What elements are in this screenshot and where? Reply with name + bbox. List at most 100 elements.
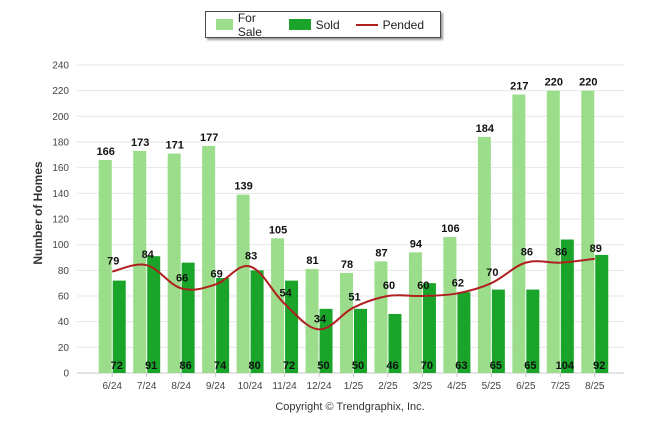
bar-for-sale: [133, 150, 147, 373]
legend-swatch-pended: [355, 23, 378, 26]
y-tick-label: 200: [52, 112, 69, 123]
data-label-pended: 66: [176, 272, 188, 284]
bar-for-sale: [374, 261, 388, 373]
bar-sold: [112, 280, 126, 373]
data-label-for-sale: 106: [441, 223, 459, 235]
y-tick-label: 100: [52, 240, 69, 251]
legend-swatch-for-sale: [216, 19, 233, 30]
bar-for-sale: [236, 194, 250, 373]
x-tick-label: 8/24: [171, 381, 191, 392]
bar-sold: [147, 256, 161, 373]
x-tick-label: 3/25: [413, 381, 433, 392]
bar-sold: [354, 308, 367, 373]
data-label-pended: 79: [107, 256, 119, 268]
data-label-sold: 91: [145, 360, 157, 372]
data-label-for-sale: 220: [579, 77, 597, 89]
bar-sold: [526, 289, 540, 373]
data-label-sold: 104: [556, 360, 575, 372]
data-label-pended: 86: [555, 247, 567, 259]
bar-sold: [422, 283, 436, 373]
bar-sold: [250, 270, 264, 373]
x-tick-label: 4/25: [447, 381, 467, 392]
copyright-footer: Copyright © Trendgraphix, Inc.: [275, 401, 425, 413]
y-tick-label: 120: [52, 215, 69, 226]
data-label-pended: 89: [590, 243, 602, 255]
x-tick-label: 9/24: [206, 381, 226, 392]
legend-item-sold: Sold: [288, 17, 340, 32]
data-label-pended: 70: [486, 267, 498, 279]
data-label-for-sale: 81: [306, 255, 318, 267]
x-tick-label: 6/25: [516, 381, 536, 392]
bar-sold: [457, 292, 471, 373]
bar-for-sale: [443, 236, 457, 373]
data-label-for-sale: 177: [200, 132, 218, 144]
legend-label-for-sale: For Sale: [237, 10, 262, 39]
y-tick-label: 80: [58, 266, 70, 277]
x-tick-label: 11/24: [272, 381, 297, 392]
y-tick-label: 40: [58, 317, 70, 328]
data-label-sold: 46: [386, 360, 398, 372]
bar-sold: [595, 254, 609, 373]
data-label-sold: 63: [455, 360, 467, 372]
data-label-for-sale: 139: [234, 181, 252, 193]
data-label-sold: 50: [352, 360, 364, 372]
data-label-sold: 72: [111, 360, 123, 372]
data-label-for-sale: 220: [545, 77, 563, 89]
bar-for-sale: [581, 90, 595, 374]
bar-sold: [285, 280, 299, 373]
bar-for-sale: [477, 136, 491, 373]
y-tick-label: 160: [52, 163, 69, 174]
bar-for-sale: [546, 90, 560, 374]
data-label-pended: 86: [521, 247, 533, 259]
line-pended: [111, 257, 595, 331]
y-tick-label: 0: [63, 369, 69, 380]
data-label-pended: 34: [314, 313, 327, 325]
bar-sold: [560, 239, 574, 373]
x-tick-label: 7/24: [137, 381, 157, 392]
x-tick-label: 8/25: [585, 381, 605, 392]
x-tick-label: 6/24: [102, 381, 122, 392]
y-tick-label: 180: [52, 138, 69, 149]
data-label-pended: 54: [279, 288, 292, 300]
data-label-for-sale: 171: [165, 140, 183, 152]
data-label-sold: 72: [283, 360, 295, 372]
data-label-pended: 51: [348, 292, 360, 304]
data-label-for-sale: 94: [410, 238, 423, 250]
y-axis-label: Number of Homes: [31, 161, 45, 265]
legend: For Sale Sold Pended: [205, 11, 441, 39]
data-label-for-sale: 105: [269, 224, 287, 236]
bar-sold: [388, 313, 402, 373]
x-tick-label: 7/25: [551, 381, 571, 392]
data-label-sold: 65: [490, 360, 502, 372]
bar-for-sale: [271, 238, 285, 373]
legend-item-pended: Pended: [355, 17, 424, 32]
data-label-sold: 50: [317, 360, 329, 372]
y-tick-label: 60: [58, 292, 70, 303]
bar-for-sale: [202, 145, 216, 373]
data-label-pended: 69: [211, 268, 223, 280]
legend-item-for-sale: For Sale: [216, 11, 273, 39]
bar-sold: [319, 308, 333, 373]
data-label-sold: 86: [180, 360, 192, 372]
y-tick-label: 220: [52, 86, 69, 97]
data-label-pended: 60: [417, 280, 429, 292]
y-tick-label: 240: [52, 61, 69, 72]
bar-sold: [216, 278, 230, 373]
x-tick-label: 2/25: [378, 381, 398, 392]
legend-label-pended: Pended: [382, 17, 424, 32]
data-label-for-sale: 166: [97, 146, 115, 158]
data-label-sold: 80: [248, 360, 260, 372]
x-tick-label: 5/25: [482, 381, 502, 392]
legend-label-sold: Sold: [315, 17, 340, 32]
data-label-for-sale: 184: [476, 123, 495, 135]
data-label-pended: 83: [245, 250, 257, 262]
data-label-for-sale: 78: [341, 259, 353, 271]
data-label-sold: 92: [593, 360, 605, 372]
bar-for-sale: [512, 94, 526, 374]
x-tick-label: 12/24: [307, 381, 332, 392]
legend-swatch-sold: [288, 19, 311, 30]
data-label-for-sale: 173: [131, 137, 149, 149]
data-label-sold: 74: [214, 360, 227, 372]
data-label-pended: 60: [383, 280, 395, 292]
